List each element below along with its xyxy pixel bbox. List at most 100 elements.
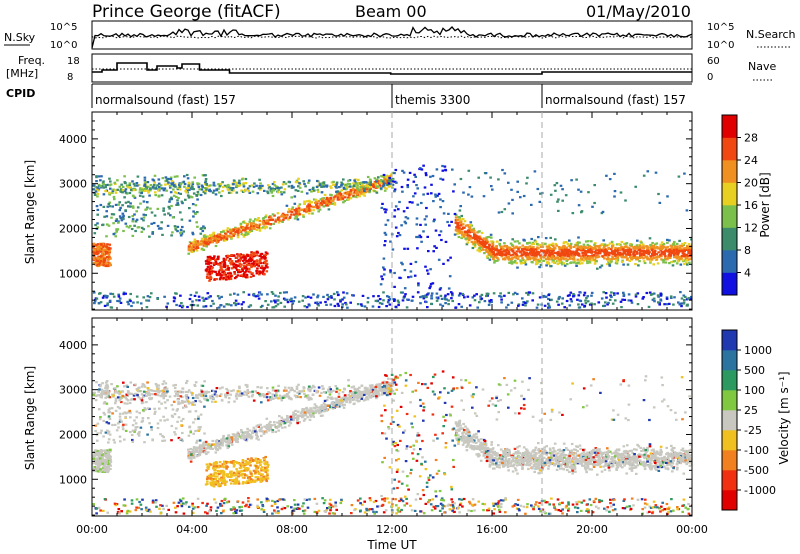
data-cell [117,220,120,223]
data-cell [204,174,207,177]
data-cell [487,235,491,239]
data-cell [557,253,560,256]
data-cell [323,406,327,410]
data-cell [504,249,508,252]
data-cell [247,481,250,484]
data-cell [242,235,246,238]
data-cell [235,433,238,436]
data-cell [552,261,556,264]
data-cell [592,247,596,250]
data-cell [513,252,516,255]
data-cell [269,215,272,218]
data-cell [183,175,186,178]
data-cell [634,293,638,296]
data-cell [485,236,488,239]
data-cell [242,233,245,236]
data-cell [550,298,553,301]
data-cell [208,267,211,270]
data-cell [174,228,178,231]
data-cell [224,273,227,276]
data-cell [333,202,337,205]
data-cell [294,409,297,412]
data-cell [479,295,482,298]
data-cell [348,183,352,186]
data-cell [92,184,95,187]
data-cell [678,303,682,306]
data-cell [235,184,238,187]
data-cell [456,231,460,234]
data-cell [117,221,120,224]
data-cell [320,202,323,205]
data-cell [682,253,686,256]
data-cell [201,229,205,233]
data-cell [533,170,537,173]
data-cell [345,186,349,189]
data-cell [269,420,272,424]
data-cell [126,184,129,187]
data-cell [242,253,245,257]
data-cell [569,291,573,294]
data-cell [563,248,566,251]
data-cell [637,264,640,267]
data-cell [129,300,132,303]
data-cell [108,250,111,253]
data-cell [441,178,445,181]
data-cell [324,405,328,408]
data-cell [129,188,133,191]
data-cell [249,304,252,307]
data-cell [189,453,193,456]
nsearch-tick-top: 10^5 [707,22,734,33]
data-cell [393,209,397,212]
y-tick-label: 4000 [59,133,87,146]
data-cell [252,426,256,429]
data-cell [561,247,565,250]
data-cell [245,263,249,267]
data-cell [383,179,387,182]
data-cell [582,294,586,297]
data-cell [568,294,571,297]
data-cell [577,246,580,249]
data-cell [417,284,420,287]
data-cell [106,205,110,208]
data-cell [373,190,376,193]
data-cell [424,296,428,299]
data-cell [388,298,392,301]
data-cell [335,183,338,186]
data-cell [446,259,450,262]
data-cell [196,193,200,196]
data-cell [297,205,300,208]
data-cell [262,219,265,222]
data-cell [187,245,191,248]
data-cell [208,259,211,262]
data-cell [205,269,208,272]
data-cell [513,261,516,264]
data-cell [659,248,662,251]
data-cell [210,239,213,242]
data-cell [94,243,97,247]
data-cell [205,262,208,265]
data-cell [140,190,144,193]
data-cell [236,431,240,434]
data-cell [133,213,136,216]
data-cell [633,256,636,259]
data-cell [510,257,514,260]
data-cell [177,186,180,189]
data-cell [600,212,604,215]
data-cell [338,402,341,405]
data-cell [666,238,669,241]
data-cell [406,185,410,189]
data-cell [142,228,145,231]
data-cell [196,246,200,249]
data-cell [106,243,109,246]
data-cell [391,380,395,383]
data-cell [187,451,190,454]
data-cell [198,444,202,447]
data-cell [322,409,326,412]
data-cell [685,256,688,260]
data-cell [296,415,299,418]
data-cell [623,250,627,254]
data-cell [481,242,485,245]
data-cell [303,210,306,213]
data-cell [225,229,229,232]
data-cell [218,268,222,271]
